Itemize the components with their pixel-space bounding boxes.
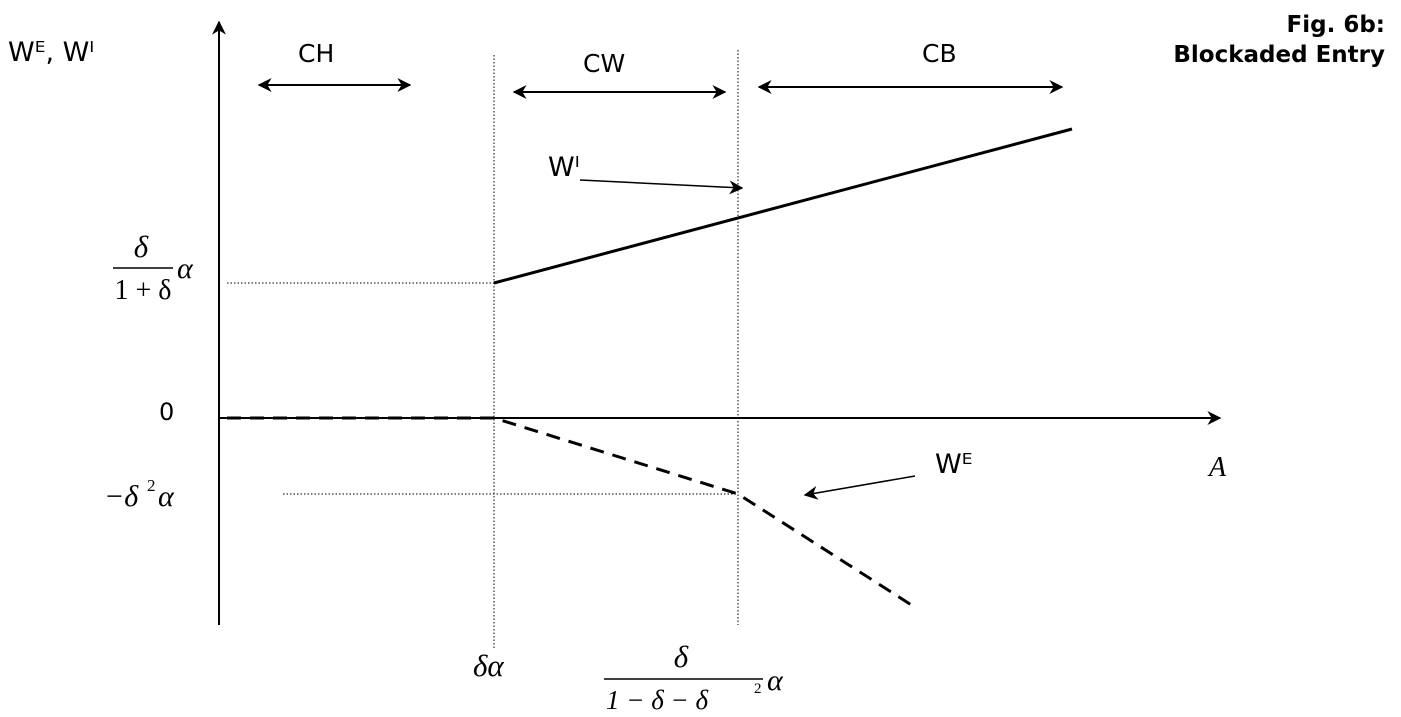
y-tick-upper-numerator: δ xyxy=(134,229,149,264)
y-tick-lower-suffix: α xyxy=(158,480,175,513)
entrant-curve xyxy=(227,416,914,608)
x-tick-second: δ 1 − δ − δ 2 α xyxy=(604,639,784,715)
x-tick-first: δα xyxy=(473,648,504,683)
x-tick-second-den-exponent: 2 xyxy=(754,681,762,697)
figure-title-line1: Fig. 6b: xyxy=(1286,12,1385,38)
incumbent-label-pointer xyxy=(579,179,744,195)
y-axis-label: Wᴱ, Wᴵ xyxy=(8,37,94,68)
x-axis-label: A xyxy=(1207,452,1227,483)
x-tick-second-denominator: 1 − δ − δ xyxy=(606,685,708,715)
region-label-cb: CB xyxy=(922,39,957,68)
x-tick-second-suffix: α xyxy=(767,664,784,697)
figure-title-line2: Blockaded Entry xyxy=(1173,42,1385,68)
incumbent-curve xyxy=(493,127,1073,285)
y-tick-upper-denominator: 1 + δ xyxy=(115,275,172,306)
y-tick-lower-exponent: 2 xyxy=(147,476,156,495)
x-tick-second-numerator: δ xyxy=(674,639,689,674)
origin-label: 0 xyxy=(159,398,174,426)
region-label-cw: CW xyxy=(583,49,625,78)
y-tick-upper-suffix: α xyxy=(177,252,194,285)
figure-title: Fig. 6b: Blockaded Entry xyxy=(1173,10,1385,70)
y-tick-upper: δ 1 + δ α xyxy=(113,229,194,306)
y-tick-lower: −δ 2 α xyxy=(104,476,175,513)
incumbent-curve-label: Wᴵ xyxy=(548,152,580,183)
y-tick-lower-base: −δ xyxy=(104,480,139,513)
entrant-label-pointer xyxy=(803,475,916,500)
entrant-curve-label: Wᴱ xyxy=(935,449,972,480)
region-label-ch: CH xyxy=(298,39,334,68)
